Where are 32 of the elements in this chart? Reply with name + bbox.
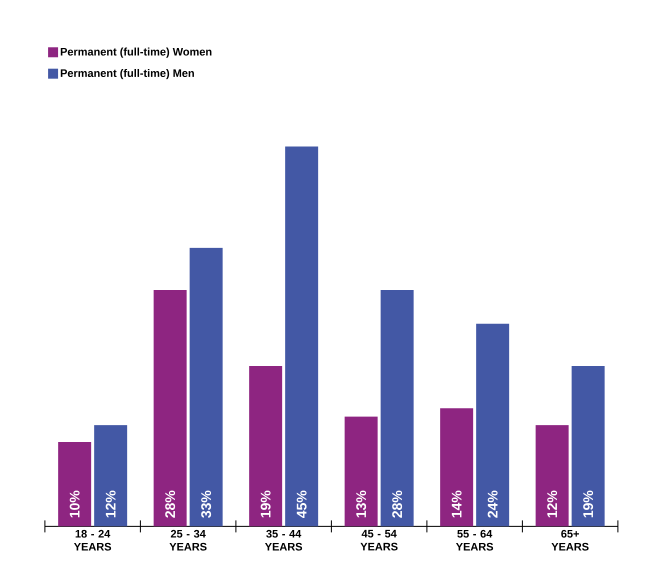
bar <box>58 442 92 526</box>
x-tick-label: 18 - 24 YEARS <box>74 530 112 551</box>
bar <box>380 290 414 526</box>
legend-label: Permanent (full-time) Women <box>60 48 212 58</box>
data-label: 13% <box>356 490 366 518</box>
bar <box>344 416 378 526</box>
data-label: 12% <box>547 490 558 518</box>
x-tick-label: 35 - 44 YEARS <box>264 530 302 551</box>
data-label: 45% <box>296 490 307 518</box>
legend-label: Permanent (full-time) Men <box>60 68 194 80</box>
bar <box>440 408 474 526</box>
x-tick-label: 55 - 64 YEARS <box>456 530 494 551</box>
x-tick-label: 45 - 54 YEARS <box>360 530 398 550</box>
bar <box>536 425 569 526</box>
x-tick-label: 65+ YEARS <box>551 530 589 551</box>
data-label: 33% <box>201 490 212 518</box>
data-label: 28% <box>165 490 176 518</box>
bar <box>285 146 318 526</box>
bar <box>572 366 605 526</box>
data-label: 19% <box>583 490 594 518</box>
bar <box>154 290 187 526</box>
bar <box>94 425 128 526</box>
bar <box>476 324 510 526</box>
data-label: 12% <box>106 490 116 518</box>
data-label: 14% <box>452 490 462 518</box>
data-label: 28% <box>392 490 402 518</box>
x-tick-label: 25 - 34 YEARS <box>169 530 207 551</box>
bar <box>190 248 223 526</box>
data-label: 10% <box>70 490 80 518</box>
data-label: 24% <box>488 490 498 518</box>
data-label: 19% <box>260 490 271 518</box>
bar <box>249 366 282 526</box>
